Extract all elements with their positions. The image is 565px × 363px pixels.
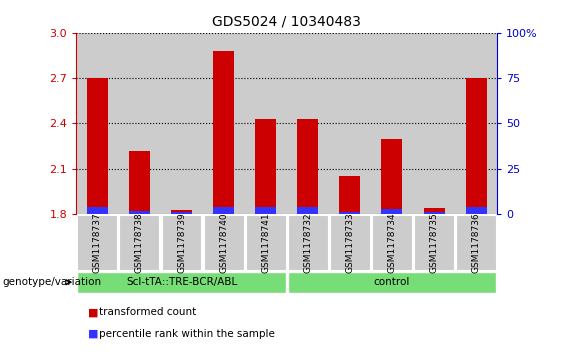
Bar bbox=[340, 176, 360, 214]
Text: ■: ■ bbox=[88, 329, 98, 339]
Bar bbox=[87, 78, 108, 214]
Text: GSM1178735: GSM1178735 bbox=[429, 212, 438, 273]
Bar bbox=[297, 119, 318, 214]
Bar bbox=[413, 33, 455, 214]
Bar bbox=[297, 207, 318, 214]
Text: GSM1178739: GSM1178739 bbox=[177, 212, 186, 273]
Bar bbox=[287, 33, 329, 214]
Text: GSM1178737: GSM1178737 bbox=[93, 212, 102, 273]
Bar bbox=[381, 209, 402, 214]
Text: percentile rank within the sample: percentile rank within the sample bbox=[99, 329, 275, 339]
Bar bbox=[129, 211, 150, 214]
Bar bbox=[160, 33, 202, 214]
Bar bbox=[455, 33, 497, 214]
Bar bbox=[371, 33, 413, 214]
Text: GSM1178732: GSM1178732 bbox=[303, 212, 312, 273]
Title: GDS5024 / 10340483: GDS5024 / 10340483 bbox=[212, 15, 361, 29]
Bar bbox=[466, 207, 486, 214]
Text: genotype/variation: genotype/variation bbox=[3, 277, 102, 287]
Text: control: control bbox=[374, 277, 410, 287]
Bar bbox=[381, 139, 402, 214]
Bar bbox=[202, 33, 245, 214]
Bar bbox=[466, 78, 486, 214]
Bar bbox=[213, 207, 234, 214]
Bar bbox=[424, 208, 445, 214]
Text: transformed count: transformed count bbox=[99, 307, 196, 317]
Text: Scl-tTA::TRE-BCR/ABL: Scl-tTA::TRE-BCR/ABL bbox=[126, 277, 237, 287]
Text: GSM1178736: GSM1178736 bbox=[472, 212, 481, 273]
Bar bbox=[245, 33, 287, 214]
Text: GSM1178738: GSM1178738 bbox=[135, 212, 144, 273]
Bar bbox=[171, 212, 192, 214]
Text: GSM1178741: GSM1178741 bbox=[261, 212, 270, 273]
Bar bbox=[119, 33, 160, 214]
Text: GSM1178733: GSM1178733 bbox=[345, 212, 354, 273]
Text: GSM1178734: GSM1178734 bbox=[388, 212, 397, 273]
Text: ■: ■ bbox=[88, 307, 98, 317]
Bar bbox=[171, 210, 192, 214]
Bar bbox=[329, 33, 371, 214]
Bar bbox=[76, 33, 119, 214]
Bar bbox=[255, 119, 276, 214]
Bar bbox=[340, 212, 360, 214]
Bar bbox=[129, 151, 150, 214]
Bar bbox=[255, 207, 276, 214]
Text: GSM1178740: GSM1178740 bbox=[219, 212, 228, 273]
Bar bbox=[424, 212, 445, 214]
Bar bbox=[213, 51, 234, 214]
Bar bbox=[87, 207, 108, 214]
